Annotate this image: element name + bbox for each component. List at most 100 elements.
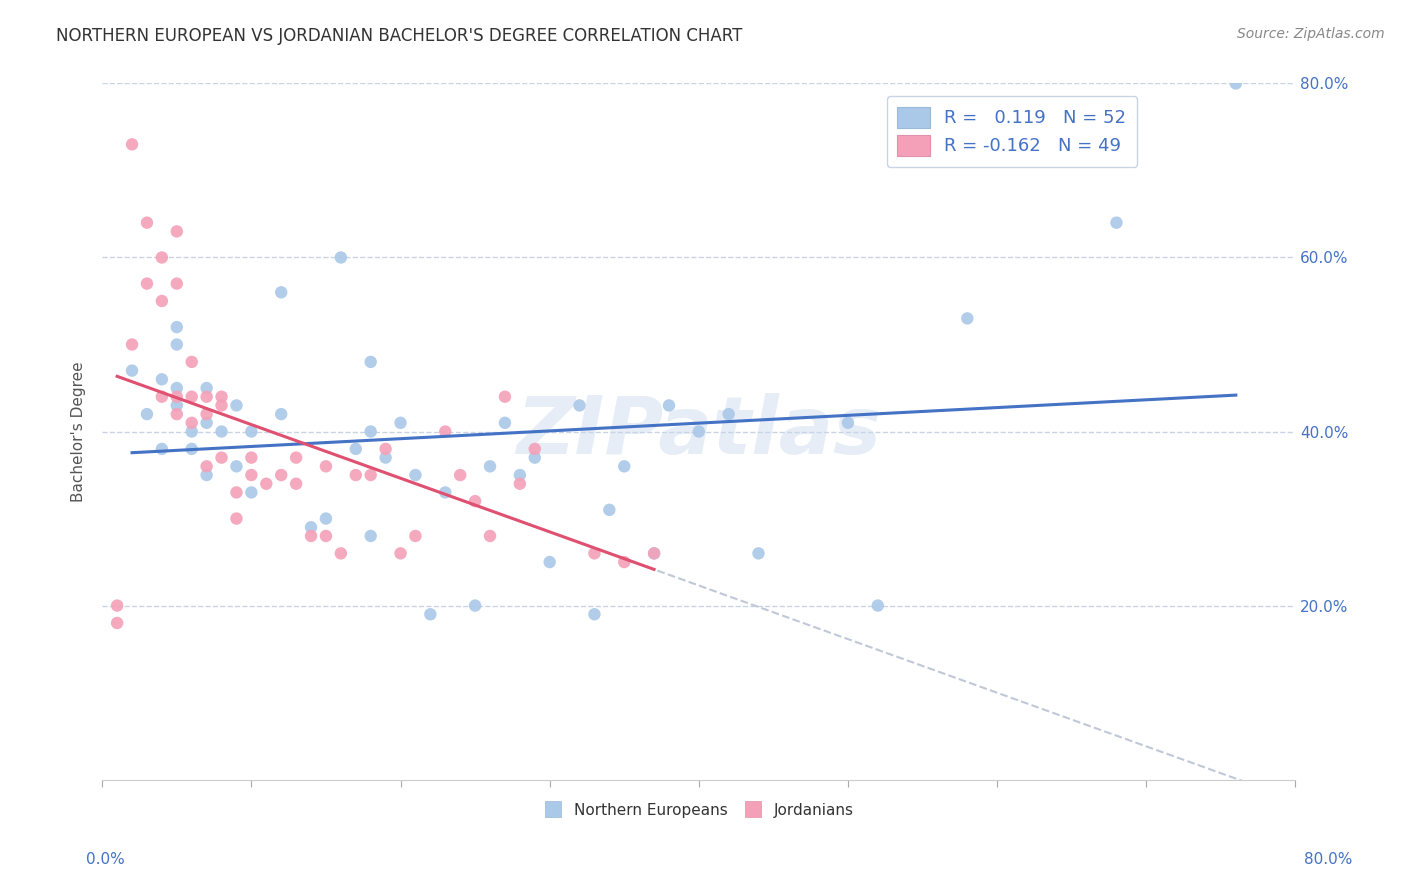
Y-axis label: Bachelor's Degree: Bachelor's Degree <box>72 361 86 502</box>
Point <box>240 468 263 483</box>
Point <box>166 407 188 421</box>
Point <box>315 511 337 525</box>
Text: NORTHERN EUROPEAN VS JORDANIAN BACHELOR'S DEGREE CORRELATION CHART: NORTHERN EUROPEAN VS JORDANIAN BACHELOR'… <box>56 27 742 45</box>
Point <box>105 615 128 630</box>
Point <box>150 372 173 386</box>
Point <box>404 468 426 483</box>
Point <box>166 399 188 413</box>
Point <box>360 355 382 369</box>
Point <box>225 485 247 500</box>
Point <box>360 425 382 439</box>
Point <box>434 425 457 439</box>
Point <box>374 442 396 456</box>
Point <box>180 355 202 369</box>
Point <box>613 459 636 474</box>
Point <box>747 546 769 560</box>
Point <box>583 546 606 560</box>
Point <box>136 407 159 421</box>
Point <box>195 416 218 430</box>
Point <box>136 216 159 230</box>
Point <box>509 476 531 491</box>
Point <box>225 511 247 525</box>
Point <box>523 442 546 456</box>
Point <box>494 390 516 404</box>
Text: Source: ZipAtlas.com: Source: ZipAtlas.com <box>1237 27 1385 41</box>
Point <box>299 520 322 534</box>
Point <box>180 416 202 430</box>
Point <box>166 390 188 404</box>
Point <box>166 320 188 334</box>
Point <box>211 425 233 439</box>
Point <box>254 476 277 491</box>
Point <box>568 399 591 413</box>
Point <box>136 277 159 291</box>
Point <box>613 555 636 569</box>
Point <box>270 285 292 300</box>
Point <box>121 137 143 152</box>
Point <box>121 363 143 377</box>
Point <box>180 425 202 439</box>
Point <box>180 390 202 404</box>
Point <box>211 390 233 404</box>
Point <box>299 529 322 543</box>
Point <box>464 599 486 613</box>
Point <box>404 529 426 543</box>
Point <box>315 459 337 474</box>
Point <box>285 476 308 491</box>
Point <box>329 251 352 265</box>
Point <box>1225 77 1247 91</box>
Point <box>240 450 263 465</box>
Point <box>315 529 337 543</box>
Point <box>494 416 516 430</box>
Point <box>270 468 292 483</box>
Text: 0.0%: 0.0% <box>86 852 125 867</box>
Point <box>956 311 979 326</box>
Point <box>538 555 561 569</box>
Point <box>150 251 173 265</box>
Point <box>1105 216 1128 230</box>
Point <box>225 459 247 474</box>
Point <box>344 442 367 456</box>
Point <box>866 599 889 613</box>
Point <box>837 416 859 430</box>
Point <box>225 399 247 413</box>
Point <box>240 485 263 500</box>
Point <box>374 450 396 465</box>
Point <box>166 277 188 291</box>
Point <box>643 546 665 560</box>
Point <box>360 468 382 483</box>
Point <box>105 599 128 613</box>
Point <box>240 425 263 439</box>
Text: ZIPatlas: ZIPatlas <box>516 392 882 470</box>
Point <box>389 416 412 430</box>
Point <box>121 337 143 351</box>
Point <box>180 442 202 456</box>
Point <box>329 546 352 560</box>
Point <box>688 425 710 439</box>
Point <box>479 529 502 543</box>
Point <box>195 390 218 404</box>
Point <box>195 407 218 421</box>
Point <box>166 337 188 351</box>
Point <box>150 390 173 404</box>
Point <box>344 468 367 483</box>
Point <box>598 503 620 517</box>
Point <box>166 224 188 238</box>
Point <box>150 293 173 308</box>
Point <box>195 381 218 395</box>
Point <box>195 459 218 474</box>
Point <box>583 607 606 622</box>
Point <box>434 485 457 500</box>
Point <box>360 529 382 543</box>
Point <box>509 468 531 483</box>
Point <box>449 468 471 483</box>
Point <box>523 450 546 465</box>
Point <box>166 381 188 395</box>
Text: 80.0%: 80.0% <box>1305 852 1353 867</box>
Point <box>643 546 665 560</box>
Point <box>389 546 412 560</box>
Point <box>658 399 681 413</box>
Point <box>270 407 292 421</box>
Legend: Northern Europeans, Jordanians: Northern Europeans, Jordanians <box>537 796 860 824</box>
Point <box>479 459 502 474</box>
